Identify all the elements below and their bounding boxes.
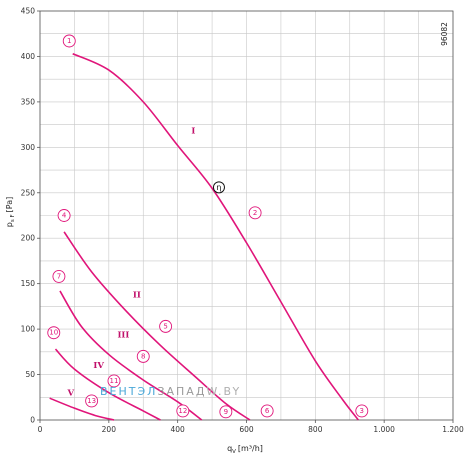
curve-I xyxy=(72,52,359,421)
point-marker-2: 2 xyxy=(248,206,262,220)
x-tick-label: 1.200 xyxy=(442,425,464,434)
x-tick-label: 1.000 xyxy=(373,425,395,434)
curve-label-I: I xyxy=(191,127,195,137)
point-marker-circle xyxy=(47,326,61,340)
point-marker-5: 5 xyxy=(159,319,173,333)
point-marker-label: 13 xyxy=(87,397,96,405)
y-tick-label: 100 xyxy=(21,325,36,334)
point-marker-3: 3 xyxy=(355,404,369,418)
curve-II xyxy=(63,231,251,421)
point-marker-circle xyxy=(62,34,76,48)
curve-label-III: III xyxy=(117,330,129,340)
curve-III xyxy=(59,290,203,421)
y-axis-label: ps F[Pa] xyxy=(5,197,16,227)
y-tick-label: 350 xyxy=(21,97,36,106)
y-tick-label: 300 xyxy=(21,143,36,152)
axes xyxy=(37,10,454,423)
curve-IV xyxy=(54,348,161,421)
curve-label-II: II xyxy=(133,290,141,300)
point-marker-circle xyxy=(52,269,66,283)
point-marker-label: 4 xyxy=(62,212,67,220)
x-tick-label: 600 xyxy=(239,425,254,434)
point-marker-label: 12 xyxy=(178,407,187,415)
curve-label-IV: IV xyxy=(93,361,104,371)
curves xyxy=(49,52,359,421)
point-marker-13: 13 xyxy=(85,394,99,408)
point-marker-circle xyxy=(248,206,262,220)
point-marker-circle xyxy=(219,405,233,419)
point-marker-label: 8 xyxy=(141,352,145,360)
point-marker-circle xyxy=(85,394,99,408)
point-marker-11: 11 xyxy=(107,374,121,388)
watermark: ВЕНТЭЛЗАПАДW.BY xyxy=(100,385,241,398)
x-tick-label: 200 xyxy=(102,425,117,434)
tick-labels: 0 200 400 600 800 1.000 1.200 0 50 100 150 200 250 30… xyxy=(21,7,464,435)
point-marker-circle xyxy=(57,209,71,222)
grid xyxy=(39,10,454,421)
point-marker-label: 10 xyxy=(49,329,58,337)
point-marker-7: 7 xyxy=(52,269,66,283)
efficiency-label: η xyxy=(216,183,221,192)
curve-V xyxy=(49,397,115,421)
point-marker-label: 6 xyxy=(265,407,270,415)
y-tick-label: 450 xyxy=(21,7,36,16)
point-marker-label: 11 xyxy=(110,377,119,385)
point-marker-10: 10 xyxy=(47,326,61,340)
y-tick-label: 250 xyxy=(21,188,36,197)
y-tick-label: 150 xyxy=(21,279,36,288)
point-marker-label: 2 xyxy=(253,209,257,217)
point-marker-circle xyxy=(159,319,173,333)
point-marker-label: 9 xyxy=(224,408,228,416)
point-marker-label: 5 xyxy=(163,322,167,330)
y-tick-label: 0 xyxy=(30,416,35,425)
curve-label-V: V xyxy=(67,388,75,398)
point-marker-label: 3 xyxy=(360,407,364,415)
point-marker-12: 12 xyxy=(176,404,190,418)
chart-code: 96082 xyxy=(440,22,449,46)
y-tick-label: 50 xyxy=(25,370,35,379)
point-marker-circle xyxy=(107,374,121,388)
x-tick-label: 0 xyxy=(38,425,43,434)
point-marker-circle xyxy=(176,404,190,418)
point-marker-4: 4 xyxy=(57,209,71,222)
point-marker-label: 7 xyxy=(57,272,61,280)
x-tick-label: 800 xyxy=(308,425,323,434)
efficiency-circle xyxy=(212,181,225,194)
x-axis-label: qV [m³/h] xyxy=(227,444,263,455)
point-marker-6: 6 xyxy=(260,404,274,418)
point-marker-circle xyxy=(355,404,369,418)
x-tick-label: 400 xyxy=(171,425,186,434)
y-tick-label: 400 xyxy=(21,52,36,61)
point-marker-circle xyxy=(136,349,150,363)
point-marker-label: 1 xyxy=(67,37,71,45)
y-tick-label: 200 xyxy=(21,234,36,243)
point-marker-9: 9 xyxy=(219,405,233,419)
point-marker-1: 1 xyxy=(62,34,76,48)
efficiency-marker: η xyxy=(212,181,225,194)
point-marker-circle xyxy=(260,404,274,418)
point-marker-8: 8 xyxy=(136,349,150,363)
